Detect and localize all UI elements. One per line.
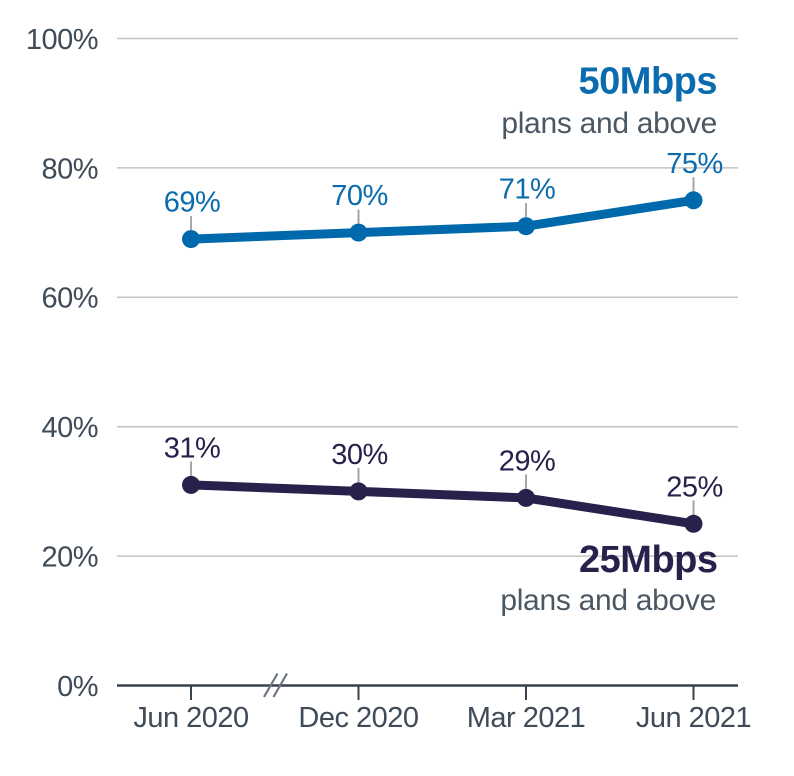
svg-text:Mar 2021: Mar 2021: [467, 702, 586, 734]
svg-text:20%: 20%: [41, 542, 98, 574]
svg-text:0%: 0%: [57, 671, 98, 703]
svg-text:plans and above: plans and above: [500, 584, 716, 617]
svg-text:plans and above: plans and above: [501, 107, 717, 140]
svg-text:30%: 30%: [331, 439, 388, 471]
svg-text:60%: 60%: [41, 283, 98, 315]
svg-text:29%: 29%: [499, 445, 556, 477]
svg-text:80%: 80%: [41, 153, 98, 185]
svg-text:75%: 75%: [666, 148, 723, 180]
svg-text:Jun 2021: Jun 2021: [636, 702, 751, 734]
svg-text:25%: 25%: [666, 471, 723, 503]
svg-text:25Mbps: 25Mbps: [579, 539, 717, 581]
svg-text:69%: 69%: [164, 187, 221, 219]
svg-text:50Mbps: 50Mbps: [579, 60, 717, 102]
svg-text:100%: 100%: [26, 24, 98, 56]
svg-text:Jun 2020: Jun 2020: [133, 702, 248, 734]
svg-text:Dec 2020: Dec 2020: [298, 702, 418, 734]
svg-text:31%: 31%: [164, 432, 221, 464]
svg-text:71%: 71%: [499, 174, 556, 206]
svg-text:40%: 40%: [41, 412, 98, 444]
svg-text:70%: 70%: [331, 180, 388, 212]
